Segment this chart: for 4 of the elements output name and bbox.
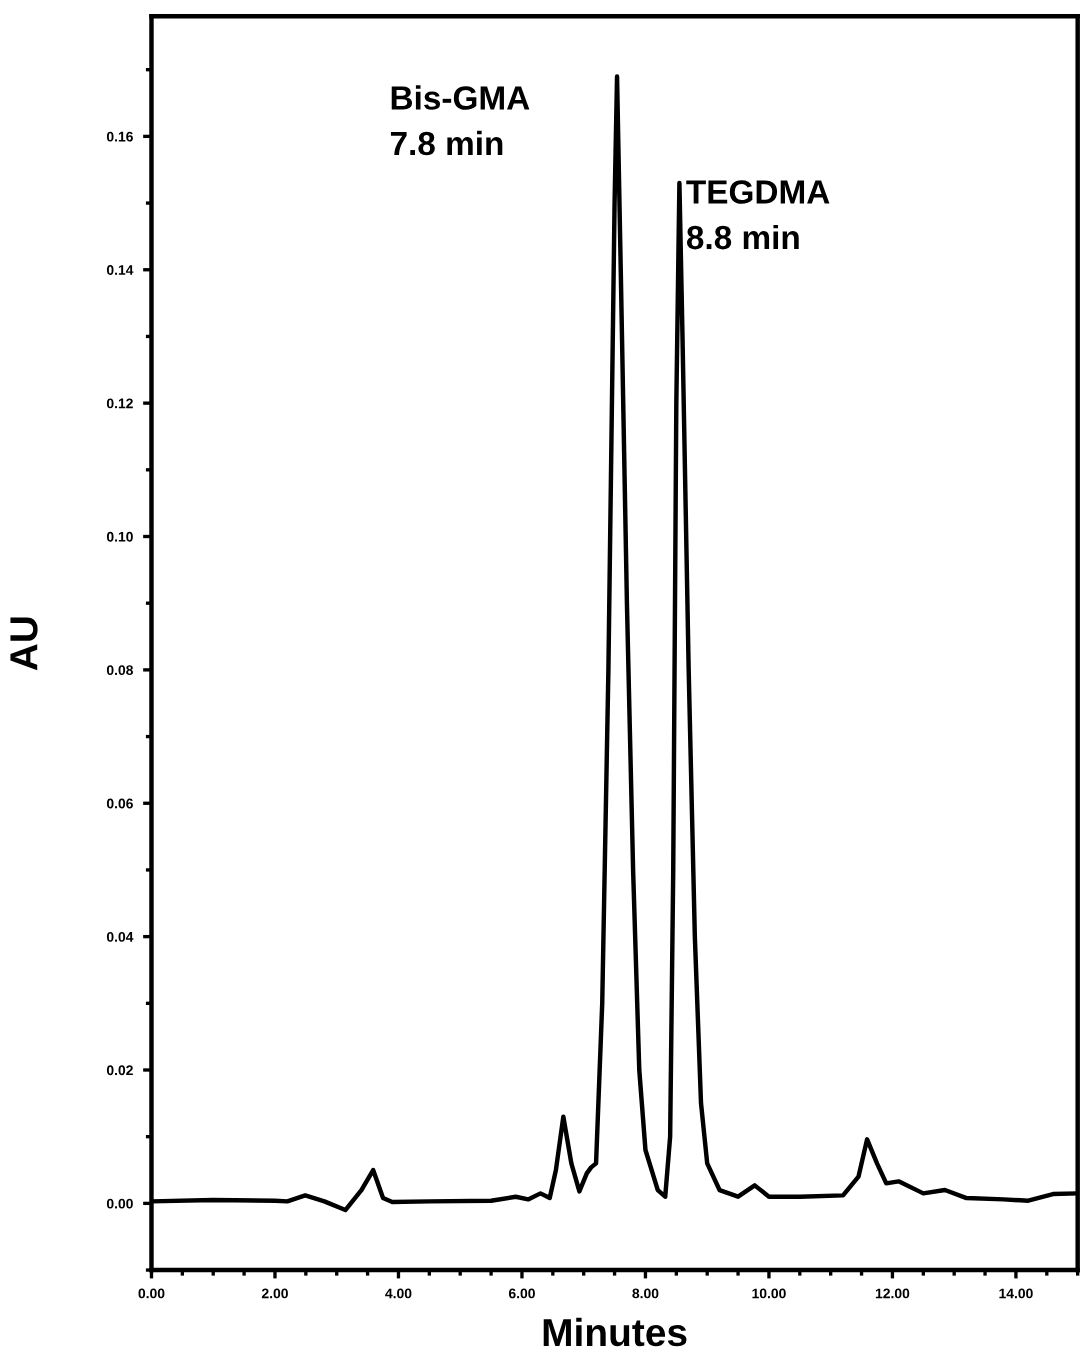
annotation: Bis-GMA 7.8 min <box>390 85 530 156</box>
annotation: TEGDMA 8.8 min <box>686 180 830 250</box>
y-axis-title: AU <box>10 617 38 671</box>
x-axis-title: Minutes <box>543 1317 687 1347</box>
